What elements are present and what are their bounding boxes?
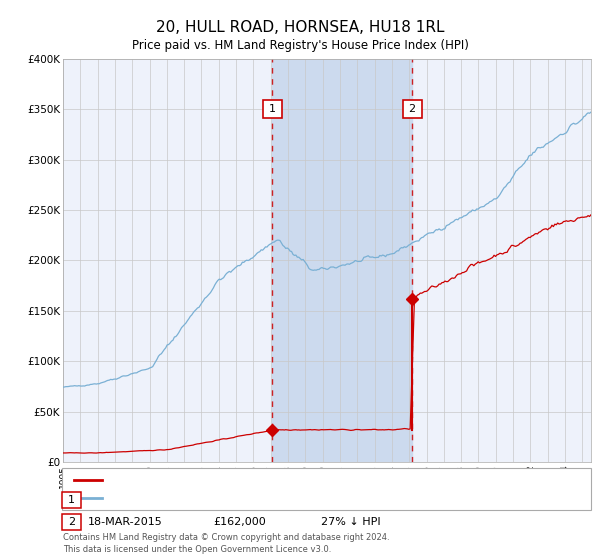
Text: 2: 2: [68, 517, 75, 527]
Text: HPI: Average price, detached house, East Riding of Yorkshire: HPI: Average price, detached house, East…: [107, 493, 409, 503]
Text: Price paid vs. HM Land Registry's House Price Index (HPI): Price paid vs. HM Land Registry's House …: [131, 39, 469, 52]
Text: 27% ↓ HPI: 27% ↓ HPI: [321, 517, 380, 527]
Text: 2: 2: [409, 104, 416, 114]
Text: £162,000: £162,000: [213, 517, 266, 527]
Text: £32,000: £32,000: [213, 495, 259, 505]
Text: 18-MAR-2015: 18-MAR-2015: [88, 517, 163, 527]
Text: 1: 1: [269, 104, 275, 114]
Text: 85% ↓ HPI: 85% ↓ HPI: [321, 495, 380, 505]
Text: 20, HULL ROAD, HORNSEA, HU18 1RL: 20, HULL ROAD, HORNSEA, HU18 1RL: [156, 20, 444, 35]
Text: 13-FEB-2007: 13-FEB-2007: [88, 495, 160, 505]
Bar: [272, 59, 412, 462]
Text: Contains HM Land Registry data © Crown copyright and database right 2024.
This d: Contains HM Land Registry data © Crown c…: [63, 533, 389, 554]
Text: 1: 1: [68, 495, 75, 505]
Text: 20, HULL ROAD, HORNSEA, HU18 1RL (detached house): 20, HULL ROAD, HORNSEA, HU18 1RL (detach…: [107, 475, 386, 485]
